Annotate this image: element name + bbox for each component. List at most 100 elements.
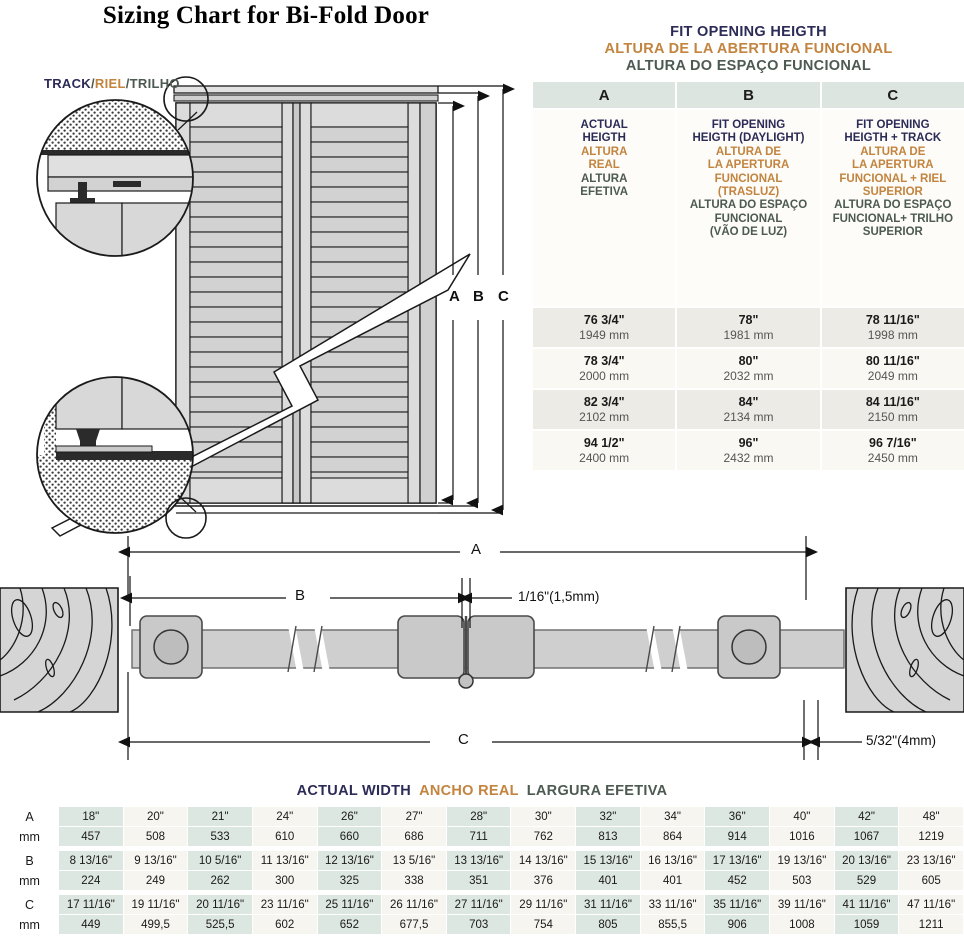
width-row-separator	[0, 846, 964, 851]
height-row-0-a-mm: 1949 mm	[579, 328, 630, 342]
width-cell-b-mm-0: 224	[58, 870, 124, 891]
width-cell-b-mm-6: 351	[445, 870, 512, 891]
width-row-separator	[0, 890, 964, 895]
width-cell-b-in-11: 19 13/16"	[769, 850, 835, 871]
width-cell-b-in-4: 12 13/16"	[316, 850, 383, 871]
track-label-pt: TRILHO	[129, 76, 180, 91]
height-row-3-c: 96 7/16" 2450 mm	[821, 431, 964, 470]
width-cell-b-mm-8: 401	[575, 870, 641, 891]
track-label: TRACK/RIEL/TRILHO	[44, 76, 180, 91]
width-cell-b-mm-1: 249	[122, 870, 189, 891]
height-row-2-a: 82 3/4" 2102 mm	[533, 390, 676, 429]
desc-b-en-1: HEIGTH (DAYLIGHT)	[692, 132, 805, 145]
desc-c-pt-1: FUNCIONAL+ TRILHO	[832, 212, 954, 225]
width-cell-b-in-5: 13 5/16"	[381, 850, 447, 871]
desc-c-en-1: HEIGTH + TRACK	[844, 132, 942, 145]
width-cell-c-in-5: 26 11/16"	[381, 894, 447, 915]
height-title-pt: ALTURA DO ESPAÇO FUNCIONAL	[625, 58, 872, 74]
width-cell-a-mm-3: 610	[251, 826, 318, 847]
width-cell-a-mm-11: 1016	[769, 826, 835, 847]
width-cell-b-in-0: 8 13/16"	[58, 850, 124, 871]
width-cell-c-in-10: 35 11/16"	[704, 894, 771, 915]
track-label-sep1: /	[91, 76, 95, 91]
width-cell-a-mm-10: 914	[704, 826, 771, 847]
width-cell-c-mm-10: 906	[704, 914, 771, 935]
height-row-0-b-in: 78"	[738, 313, 759, 327]
width-cell-b-in-10: 17 13/16"	[704, 850, 771, 871]
width-cell-a-mm-2: 533	[187, 826, 253, 847]
width-cell-c-mm-4: 652	[316, 914, 383, 935]
width-row-label-c-in: C	[0, 894, 59, 915]
width-cell-c-mm-8: 805	[575, 914, 641, 935]
width-cell-c-in-11: 39 11/16"	[769, 894, 835, 915]
width-cell-a-in-2: 21"	[187, 806, 253, 827]
height-row-2-b-mm: 2134 mm	[723, 410, 774, 424]
vertical-dimension-lines	[438, 83, 515, 516]
height-row-2-a-mm: 2102 mm	[579, 410, 630, 424]
height-row-2-b-in: 84"	[738, 395, 759, 409]
height-row-0-c: 78 11/16" 1998 mm	[821, 308, 964, 347]
width-cell-a-in-11: 40"	[769, 806, 835, 827]
desc-c-es-1: LA APERTURA	[852, 159, 934, 172]
width-cell-b-in-13: 23 13/16"	[898, 850, 964, 871]
width-cell-a-in-3: 24"	[251, 806, 318, 827]
desc-a-pt-0: ALTURA	[580, 172, 628, 185]
desc-b-pt-2: (VÃO DE LUZ)	[709, 226, 788, 239]
fit-opening-height-table: FIT OPENING HEIGTH ALTURA DE LA ABERTURA…	[533, 24, 964, 470]
detail-bottom-pivot	[36, 376, 207, 539]
height-row-1-b-mm: 2032 mm	[723, 369, 774, 383]
width-cell-c-in-13: 47 11/16"	[898, 894, 964, 915]
actual-width-table: A 18" 20" 21" 24" 26" 27" 28" 30" 32" 34" 36" 40" 42"…	[0, 806, 964, 935]
height-col-desc-c: FIT OPENING HEIGTH + TRACK ALTURA DE LA …	[821, 110, 964, 306]
desc-b-es-1: LA APERTURA	[707, 159, 790, 172]
desc-a-en-0: ACTUAL	[580, 119, 628, 131]
width-cell-a-in-5: 27"	[381, 806, 447, 827]
door-elevation	[50, 85, 471, 537]
width-cell-b-in-7: 14 13/16"	[510, 850, 577, 871]
width-cell-a-mm-5: 686	[381, 826, 447, 847]
width-cell-b-mm-13: 605	[898, 870, 964, 891]
height-row-3-c-in: 96 7/16"	[869, 436, 917, 450]
height-row-0-a-in: 76 3/4"	[583, 313, 625, 327]
height-row-2-c-in: 84 11/16"	[865, 395, 920, 409]
width-cell-c-in-3: 23 11/16"	[251, 894, 318, 915]
width-cell-c-mm-13: 1211	[898, 914, 964, 935]
width-cell-b-in-8: 15 13/16"	[575, 850, 641, 871]
desc-b-pt-1: FUNCIONAL	[714, 212, 783, 225]
desc-c-en-0: FIT OPENING	[856, 119, 930, 131]
center-hinge	[397, 615, 535, 689]
width-cell-c-mm-5: 677,5	[381, 914, 447, 935]
width-cell-c-mm-0: 449	[58, 914, 124, 935]
dimension-label-b-vertical: B	[473, 288, 484, 305]
page-title: Sizing Chart for Bi-Fold Door	[102, 2, 430, 29]
desc-a-es-0: ALTURA	[580, 145, 628, 158]
height-col-desc-a: ACTUAL HEIGTH ALTURA REAL ALTURA EFETIVA	[533, 110, 676, 306]
width-cell-c-mm-11: 1008	[769, 914, 835, 935]
width-row-label-c-mm: mm	[0, 914, 59, 935]
width-cell-c-in-12: 41 11/16"	[833, 894, 900, 915]
desc-a-pt-1: EFETIVA	[580, 186, 629, 199]
width-cell-a-mm-7: 762	[510, 826, 577, 847]
height-row-0-b: 78" 1981 mm	[677, 308, 820, 347]
desc-b-en-0: FIT OPENING	[711, 119, 786, 131]
height-row-3-a-in: 94 1/2"	[583, 436, 625, 450]
width-cell-c-mm-6: 703	[445, 914, 512, 935]
width-cell-a-mm-1: 508	[122, 826, 189, 847]
detail-top-track	[36, 76, 209, 257]
height-title-en: FIT OPENING HEIGTH	[670, 24, 827, 40]
track-label-en: TRACK	[44, 76, 91, 91]
width-cell-a-in-4: 26"	[316, 806, 383, 827]
width-row-c-in: C 17 11/16" 19 11/16" 20 11/16" 23 11/16" 25 …	[0, 894, 964, 915]
width-cell-a-in-10: 36"	[704, 806, 771, 827]
pivot-block-right	[717, 615, 781, 679]
width-cell-a-in-9: 34"	[639, 806, 706, 827]
width-cell-c-in-7: 29 11/16"	[510, 894, 577, 915]
width-row-label-b-mm: mm	[0, 870, 59, 891]
desc-b-pt-0: ALTURA DO ESPAÇO	[689, 199, 808, 212]
desc-b-es-2: FUNCIONAL	[714, 172, 783, 185]
dimension-label-b-plan: B	[295, 587, 306, 604]
wood-jamb-right	[845, 587, 964, 713]
wood-jamb-left	[0, 587, 119, 713]
dimension-label-a-plan: A	[471, 541, 482, 558]
